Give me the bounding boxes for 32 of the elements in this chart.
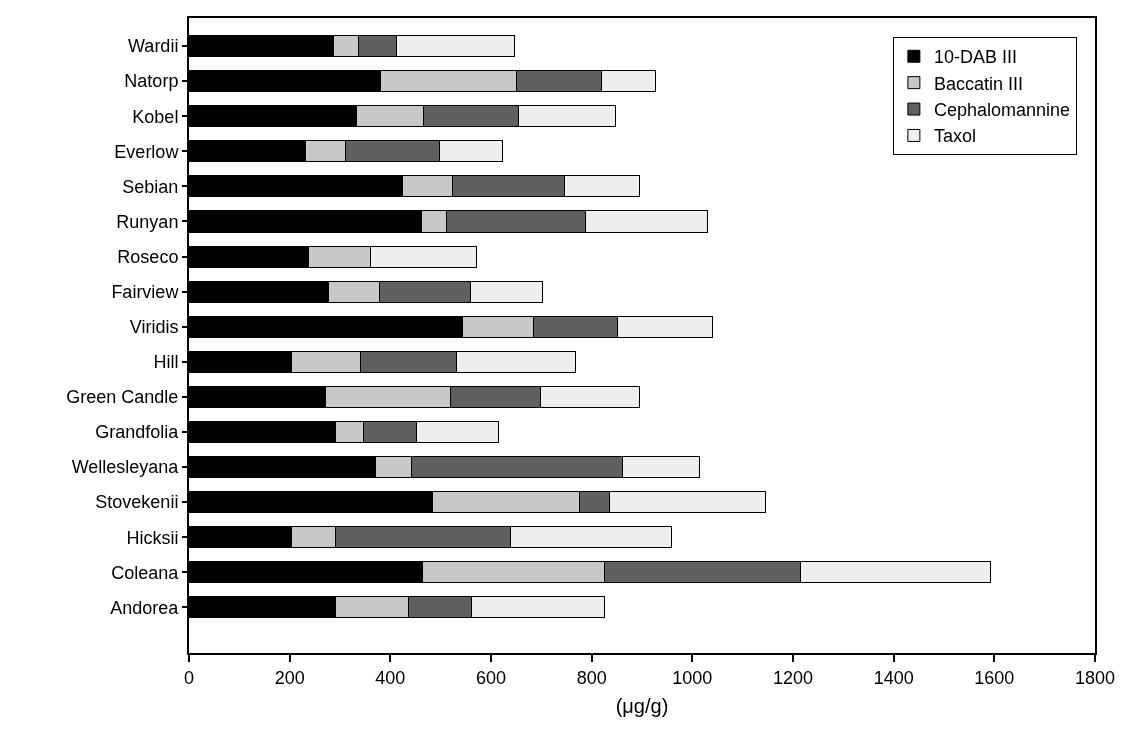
y-tick-label: Green Candle xyxy=(66,387,179,408)
x-tick-label: 600 xyxy=(475,667,507,688)
x-tick-label: 200 xyxy=(274,667,305,688)
x-tick-label: 0 xyxy=(183,667,195,688)
y-tick-label: Hicksii xyxy=(126,527,179,548)
y-tick-label: Runyan xyxy=(116,211,179,232)
x-tick-label: 800 xyxy=(576,667,607,688)
x-tick-label: 400 xyxy=(375,667,406,688)
y-tick-label: Sebian xyxy=(122,176,179,197)
y-tick-label: Grandfolia xyxy=(95,422,180,443)
y-tick-label: Natorp xyxy=(124,71,179,92)
y-tick-label: Hill xyxy=(153,352,179,373)
x-tick-label: 1800 xyxy=(1074,667,1116,688)
x-tick-label: 1400 xyxy=(873,667,914,688)
legend-label: Cephalomannine xyxy=(933,100,1070,121)
legend-label: Taxol xyxy=(933,126,976,147)
y-tick-label: Viridis xyxy=(129,317,179,338)
y-tick-label: Andorea xyxy=(110,597,180,618)
x-axis-title: (μg/g) xyxy=(615,694,669,717)
x-tick-label: 1200 xyxy=(772,667,814,688)
y-tick-label: Wellesleyana xyxy=(71,457,180,478)
y-tick-label: Coleana xyxy=(111,562,180,583)
y-tick-label: Roseco xyxy=(117,246,179,267)
legend-label: 10-DAB III xyxy=(933,47,1017,68)
legend-label: Baccatin III xyxy=(933,73,1023,94)
y-tick-label: Stovekenii xyxy=(95,492,179,513)
y-tick-label: Kobel xyxy=(132,106,179,127)
y-tick-label: Fairview xyxy=(111,281,180,302)
x-tick-label: 1600 xyxy=(974,667,1015,688)
y-tick-label: Everlow xyxy=(114,141,180,162)
x-tick-label: 1000 xyxy=(672,667,713,688)
y-tick-label: Wardii xyxy=(128,36,179,57)
